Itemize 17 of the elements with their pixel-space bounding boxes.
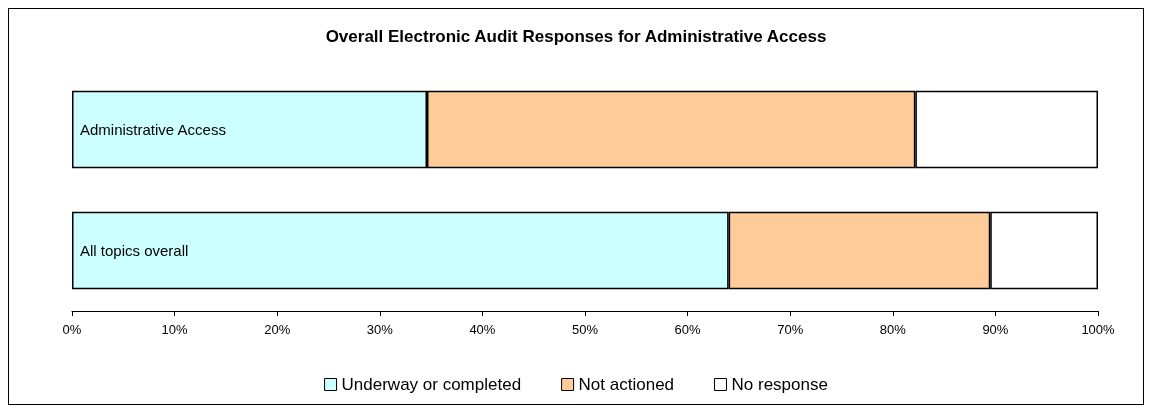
x-tick-label: 0% [62,322,82,337]
legend-label: Underway or completed [341,375,522,394]
legend-label: Not actioned [578,375,675,394]
legend-label: No response [731,375,828,394]
x-tick-label: 40% [469,322,496,337]
x-tick-label: 10% [161,322,189,337]
chart-title: Overall Electronic Audit Responses for Administrative Access [325,27,827,46]
y-tick-label: All topics overall [80,242,189,259]
x-tick-label: 90% [982,322,1009,337]
x-tick-label: 60% [674,322,702,337]
y-tick-label: Administrative Access [80,121,226,138]
x-tick-label: 100% [1081,322,1116,337]
x-tick-label: 30% [366,322,394,337]
x-tick-label: 80% [879,322,907,337]
x-tick-label: 50% [571,322,599,337]
x-tick-label: 20% [264,322,291,337]
x-tick-label: 70% [777,322,804,337]
